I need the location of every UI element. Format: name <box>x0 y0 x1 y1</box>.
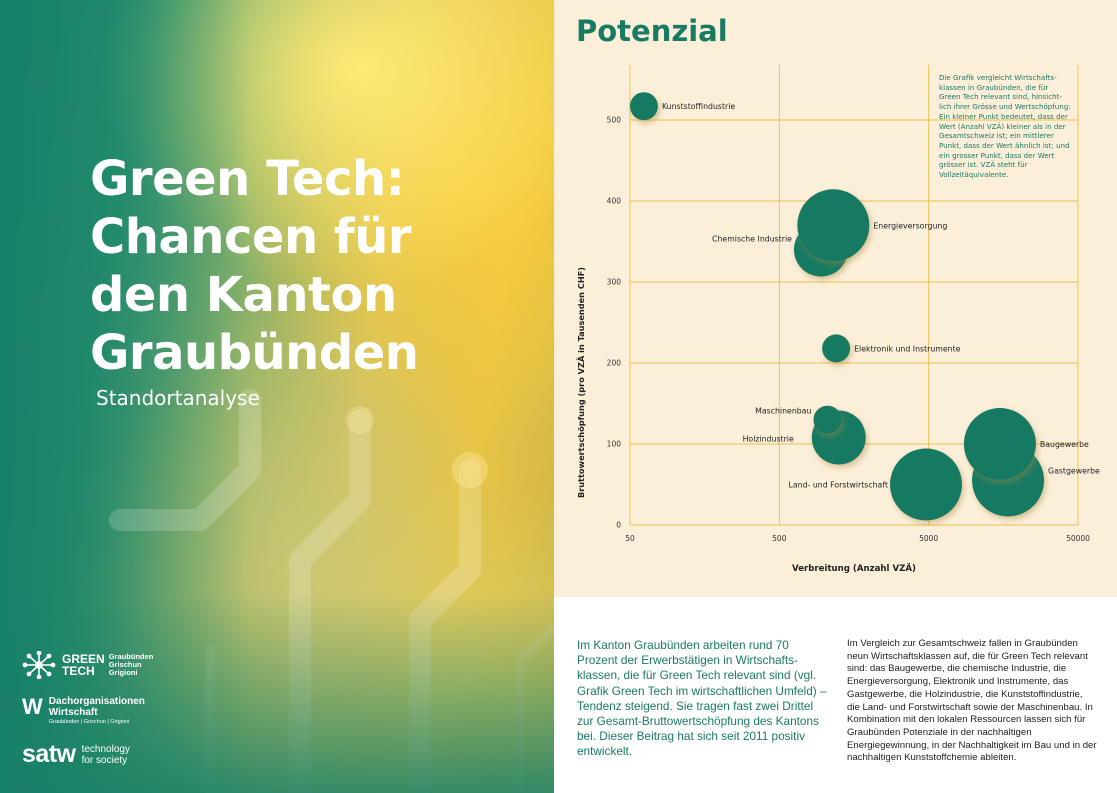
bubble-label: Elektronik und Instrumente <box>854 344 961 353</box>
cover-title-line-3: den Kanton <box>90 267 397 323</box>
x-tick-label: 500 <box>772 534 787 543</box>
greentech-logo-wordmark: GREEN TECH <box>62 652 105 678</box>
cover-title-line-1: Green Tech: <box>90 151 405 207</box>
body-text-left: Im Kanton Graubünden arbeiten rund 70 Pr… <box>577 638 827 759</box>
satw-logo-wordmark: satw <box>22 740 76 768</box>
bubble-baugewerbe <box>963 408 1036 480</box>
chart-panel: Potenzial 50 500 5000 50000 0 100 200 300 400 500… <box>554 0 1117 597</box>
cover-subtitle: Standortanalyse <box>96 386 260 410</box>
y-tick-label: 100 <box>607 440 622 449</box>
x-axis-label: Verbreitung (Anzahl VZÄ) <box>792 563 916 574</box>
bubble-label: Holzindustrie <box>743 435 794 444</box>
y-tick-label: 400 <box>607 197 622 206</box>
cover-title-line-2: Chancen für <box>90 209 412 265</box>
bubble-land-und-forstwirtschaft <box>890 448 963 521</box>
bubble-maschinenbau <box>813 405 842 434</box>
bubble-label: Land- und Forstwirtschaft <box>789 481 888 490</box>
greentech-logo-region: Graubünden Grischun Grigioni <box>108 652 154 677</box>
greentech-burst-icon <box>22 651 56 679</box>
cover-page: Green Tech: Chancen für den Kanton Graub… <box>0 0 554 793</box>
bubble-chart: 50 500 5000 50000 0 100 200 300 400 500 Verbreitun… <box>576 65 1100 574</box>
bubble-label: Baugewerbe <box>1040 440 1089 449</box>
dachorganisationen-logo-name-1: Dachorganisationen <box>48 696 145 707</box>
greentech-logo: GREEN TECH Graubünden Grischun Grigioni <box>22 650 153 680</box>
dachorganisationen-logo-region: Graubünden | Grischun | Grigioni <box>48 719 130 725</box>
bubble-kunststoffindustrie <box>629 92 658 121</box>
satw-logo-tagline: technology for society <box>81 743 130 766</box>
y-axis-label: Bruttowertschöpfung (pro VZÄ in Tausende… <box>576 267 586 498</box>
cover-title: Green Tech: Chancen für den Kanton Graub… <box>90 150 419 382</box>
bubble-label: Chemische Industrie <box>712 235 792 244</box>
chart-note: Die Grafik vergleicht Wirtschafts­klasse… <box>939 73 1071 180</box>
bubble-elektronik-und-instrumente <box>822 334 851 363</box>
y-tick-label: 0 <box>616 521 621 530</box>
bubble-label: Maschinenbau <box>755 407 811 416</box>
body-text-right: Im Vergleich zur Gesamtschweiz fallen in… <box>847 638 1097 764</box>
x-tick-label: 5000 <box>919 534 938 543</box>
bubble-label: Kunststoffindustrie <box>662 102 735 111</box>
y-tick-label: 500 <box>607 116 622 125</box>
bubble-energieversorgung <box>797 189 870 262</box>
content-page: Potenzial 50 500 5000 50000 0 100 200 300 400 500… <box>554 0 1117 793</box>
page-heading: Potenzial <box>576 14 728 48</box>
cover-shade-bottom <box>0 593 554 793</box>
dachorganisationen-logo-mark: W <box>22 694 43 719</box>
x-tick-label: 50 <box>625 534 635 543</box>
bubble-label: Energieversorgung <box>873 221 947 230</box>
y-tick-label: 300 <box>607 278 622 287</box>
dachorganisationen-logo: W Dachorganisationen Wirtschaft Graubünd… <box>22 696 145 726</box>
y-tick-label: 200 <box>607 359 622 368</box>
satw-logo: satw technology for society <box>22 740 130 769</box>
bubble-label: Gastgewerbe <box>1048 466 1100 475</box>
x-tick-label: 50000 <box>1066 534 1090 543</box>
dachorganisationen-logo-name-2: Wirtschaft <box>48 707 98 718</box>
cover-title-line-4: Graubünden <box>90 325 419 381</box>
